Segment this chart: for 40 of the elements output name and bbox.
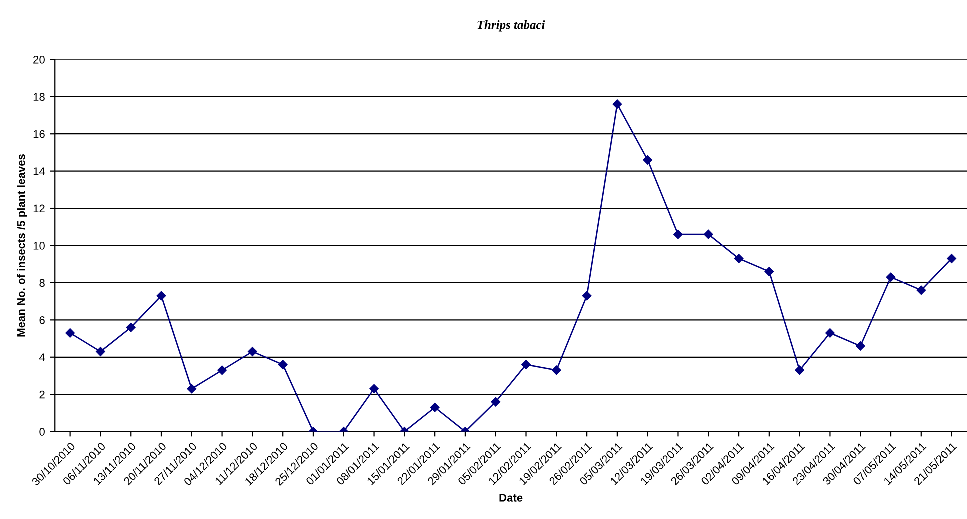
point [491, 397, 500, 407]
y-tick-label: 8 [40, 279, 45, 288]
point [187, 384, 197, 394]
y-tick-label: 0 [40, 428, 45, 436]
y-axis-title: Mean No. of insects /5 plant leaves [17, 154, 28, 337]
point [856, 342, 866, 351]
y-tick-label: 12 [34, 204, 45, 213]
point [612, 100, 622, 109]
point [66, 328, 75, 338]
y-tick-label: 2 [40, 390, 45, 399]
point [522, 360, 531, 370]
point [704, 230, 714, 240]
point [278, 360, 288, 370]
y-tick-label: 6 [40, 316, 45, 324]
point [430, 402, 440, 412]
point [764, 267, 774, 276]
point [248, 347, 258, 356]
point [734, 254, 744, 264]
point [552, 366, 562, 376]
point [947, 254, 956, 264]
y-tick-label: 16 [34, 130, 45, 138]
y-tick-label: 14 [34, 168, 46, 176]
y-tick-label: 18 [34, 93, 45, 102]
x-axis-title: Date [500, 494, 523, 502]
point [643, 156, 652, 165]
point [370, 384, 379, 394]
y-tick-label: 20 [34, 56, 45, 64]
point [582, 291, 592, 301]
point [126, 322, 136, 332]
point [674, 230, 683, 240]
point [156, 291, 166, 301]
point [826, 328, 835, 338]
point [916, 286, 926, 296]
y-tick-label: 10 [34, 242, 45, 250]
point [96, 347, 106, 356]
point [886, 272, 896, 282]
point [218, 366, 227, 376]
point [795, 366, 804, 376]
y-tick-label: 4 [39, 354, 46, 362]
chart-title: Thrips tabaci [478, 20, 546, 32]
